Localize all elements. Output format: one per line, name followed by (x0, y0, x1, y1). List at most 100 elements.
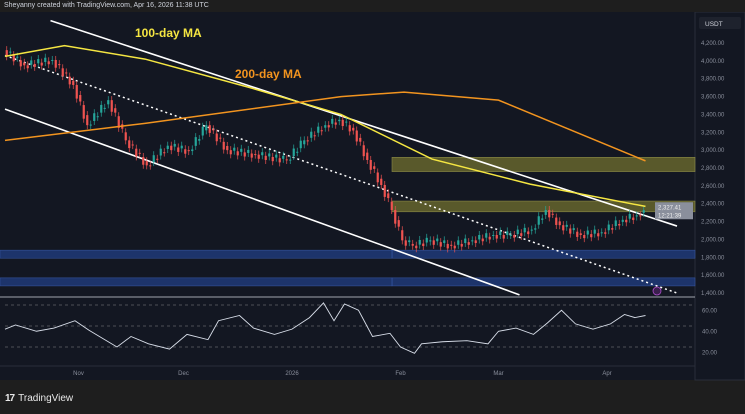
candle-body (369, 159, 372, 170)
candle-body (474, 240, 477, 244)
demand-zone (0, 249, 393, 259)
candle-body (58, 64, 61, 66)
candle-body (264, 155, 267, 160)
candle-body (404, 240, 407, 246)
countdown: 12:21:39 (658, 213, 682, 219)
chart-background (0, 12, 745, 380)
candle-body (383, 184, 386, 197)
candle-body (236, 151, 239, 156)
candle-body (86, 115, 89, 126)
candle-body (411, 243, 414, 246)
candle-body (44, 57, 47, 62)
candle-body (152, 155, 155, 163)
candle-body (530, 229, 533, 231)
candle-body (362, 145, 365, 157)
channel-mid-dotted-line (4, 54, 678, 294)
candle-body (93, 113, 96, 121)
candle-body (51, 59, 54, 61)
channel-lower-line (4, 108, 520, 296)
candle-body (593, 229, 596, 234)
candle-body (201, 126, 204, 136)
candle-body (310, 131, 313, 138)
time-tick: Dec (178, 371, 189, 377)
price-tick: 4,200.00 (701, 41, 725, 47)
candle-body (173, 143, 176, 147)
candle-body (96, 116, 99, 118)
price-tick: 1,800.00 (701, 255, 725, 261)
candle-body (635, 215, 638, 217)
candle-body (149, 165, 152, 167)
candle-body (187, 150, 190, 152)
candle-body (481, 238, 484, 242)
candle-body (621, 219, 624, 222)
candle-body (317, 126, 320, 133)
candle-body (289, 159, 292, 161)
candle-body (114, 108, 117, 113)
candle-body (520, 233, 523, 236)
candle-body (40, 62, 43, 66)
candle-body (275, 154, 278, 158)
demand-zone (391, 277, 696, 287)
candle-body (103, 107, 106, 109)
candle-body (16, 56, 19, 58)
footer-brand[interactable]: 17 TradingView (5, 393, 73, 404)
last-price: 2,327.41 (658, 205, 682, 211)
candle-body (5, 50, 8, 57)
candle-body (261, 152, 264, 156)
candle-body (359, 137, 362, 142)
candle-body (170, 145, 173, 151)
candle-body (296, 151, 299, 153)
price-tick: 2,600.00 (701, 184, 725, 190)
ma200-line (4, 91, 646, 162)
candle-body (604, 232, 607, 234)
candle-body (502, 234, 505, 239)
candle-body (135, 148, 138, 157)
candle-body (75, 84, 78, 99)
candle-body (548, 209, 551, 218)
rsi-tick: 60.00 (702, 308, 718, 314)
candle-body (345, 121, 348, 123)
price-tick: 1,400.00 (701, 291, 725, 297)
candle-body (110, 100, 113, 112)
demand-zone (391, 249, 696, 259)
price-tick: 4,000.00 (701, 59, 725, 65)
candle-body (163, 152, 166, 154)
candle-body (194, 137, 197, 146)
candle-body (47, 61, 50, 65)
candle-body (537, 216, 540, 225)
candle-body (495, 234, 498, 239)
candle-body (590, 234, 593, 238)
candle-body (107, 100, 110, 105)
candle-body (394, 209, 397, 224)
demand-zone (0, 277, 393, 287)
candle-body (331, 118, 334, 124)
candle-body (516, 229, 519, 235)
candle-body (243, 152, 246, 157)
brand-name: TradingView (18, 393, 74, 404)
time-tick: 2026 (285, 371, 299, 377)
candle-body (30, 60, 33, 65)
candle-body (268, 153, 271, 157)
candle-body (166, 145, 169, 149)
candle-body (380, 178, 383, 185)
candle-body (233, 147, 236, 151)
candle-body (611, 228, 614, 230)
candle-body (226, 145, 229, 151)
candle-body (306, 140, 309, 142)
candle-body (229, 150, 232, 155)
candle-body (485, 233, 488, 238)
candle-body (436, 238, 439, 242)
rsi-tick: 20.00 (702, 350, 718, 356)
candle-body (527, 231, 530, 235)
candle-body (453, 245, 456, 249)
currency-label: USDT (705, 21, 723, 28)
price-chart[interactable]: 100-day MA 200-day MA USDT 4,200.00 4,000.00… (0, 12, 745, 390)
candle-body (180, 145, 183, 149)
candle-body (79, 95, 82, 102)
candle-body (324, 125, 327, 128)
candle-body (54, 59, 57, 68)
candle-body (632, 217, 635, 221)
chart-credit: Sheyanny created with TradingView.com, A… (4, 2, 209, 9)
candle-body (492, 234, 495, 236)
candle-body (348, 125, 351, 132)
